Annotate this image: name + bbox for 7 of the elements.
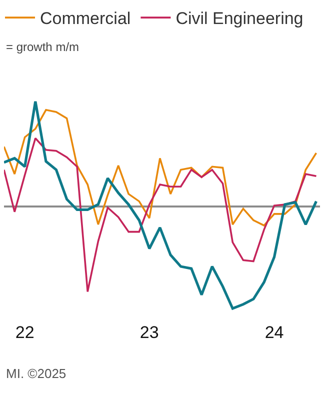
chart-subtitle: = growth m/m <box>6 40 80 54</box>
legend-label: Commercial <box>40 9 131 28</box>
text: MI. ©2025 <box>6 366 66 381</box>
x-tick-label: 23 <box>140 323 159 342</box>
x-tick-label: 22 <box>15 323 34 342</box>
x-tick-label: 24 <box>264 323 284 342</box>
legend-label: Civil Engineering <box>176 9 304 28</box>
